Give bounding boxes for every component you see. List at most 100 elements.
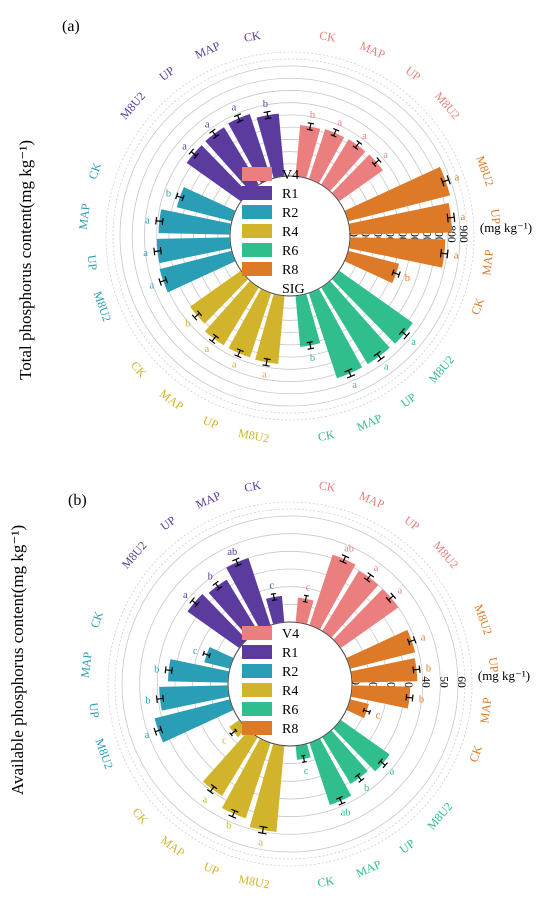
error-bar [338, 797, 343, 804]
category-label: MAP [357, 488, 387, 511]
error-bar-cap [170, 667, 173, 674]
category-label: CK [87, 609, 106, 630]
bar-R8-MAP [351, 685, 411, 709]
bar-R8-CK [344, 250, 400, 284]
error-bar-cap [258, 831, 267, 835]
sig-letter: b [226, 820, 231, 831]
bar-R2-UP [156, 237, 231, 264]
grid-ring [174, 568, 406, 800]
sig-letter: a [203, 794, 208, 805]
category-label: M8U2 [92, 737, 116, 771]
error-bar-cap [196, 310, 203, 317]
error-bar-cap [390, 592, 397, 600]
error-bar [342, 555, 347, 563]
grid-ring [119, 65, 461, 407]
bar-V4-CK [295, 125, 321, 178]
legend-label-V4: V4 [282, 627, 299, 642]
error-bar-cap [206, 789, 214, 795]
error-bar-cap [346, 374, 356, 379]
error-bar-cap [164, 276, 169, 284]
sig-letter: a [352, 380, 357, 391]
category-label: UP [488, 208, 504, 225]
bar-R8-CK [346, 699, 369, 719]
bar-R2-CK [204, 646, 234, 669]
bar-R2-M8U2 [154, 699, 234, 743]
error-bar-cap [367, 572, 375, 578]
unit-label: (mg kg⁻¹) [480, 220, 532, 235]
error-bar [408, 639, 415, 643]
radial-tick-label: 40 [420, 676, 432, 688]
category-label: UP [201, 413, 221, 432]
grid-ring [192, 586, 388, 782]
error-bar [309, 342, 312, 349]
error-bar [236, 114, 241, 122]
bar-R8-UP [349, 202, 453, 235]
error-bar-cap [344, 368, 353, 373]
grid-ring [131, 77, 449, 395]
error-bar-cap [385, 596, 392, 604]
error-bar [304, 595, 307, 602]
error-bar-cap [202, 650, 206, 657]
error-bar [354, 142, 360, 149]
bar-R6-MAP [308, 289, 363, 379]
sig-letter: a [390, 767, 395, 778]
category-label: MAP [355, 411, 385, 434]
error-bar-cap [391, 269, 395, 276]
category-label: M8U2 [430, 538, 461, 571]
error-bar [380, 760, 386, 766]
panel-a-label: (a) [62, 18, 80, 35]
error-bar-cap [398, 328, 405, 336]
category-label: CK [318, 28, 337, 45]
legend-swatch-R4 [242, 224, 272, 238]
category-label: M8U2 [91, 289, 115, 323]
legend-label-R6: R6 [282, 703, 298, 718]
error-bar-cap [307, 122, 315, 125]
error-bar-cap [159, 725, 164, 734]
sig-letter: b [426, 664, 431, 675]
grid-ring-outer [105, 51, 475, 421]
error-bar [447, 216, 455, 219]
category-label: MAP [477, 696, 494, 724]
bar-R4-MAP [204, 281, 259, 346]
error-bar-cap [194, 601, 200, 608]
legend-label-R8: R8 [282, 722, 298, 737]
sig-letter: a [258, 837, 263, 848]
error-bar-cap [339, 560, 347, 565]
panel-b-y-axis-label: Available phosphorus content(mg kg⁻¹) [8, 524, 27, 795]
category-label: M8U2 [473, 154, 497, 188]
legend-label-R2: R2 [282, 206, 298, 221]
sig-letter: a [262, 370, 267, 381]
error-bar-cap [158, 278, 162, 286]
error-bar-cap [306, 128, 313, 131]
bar-R1-M8U2 [186, 145, 248, 202]
legend-swatch-R8 [242, 262, 272, 276]
legend-swatch-R6 [242, 702, 272, 716]
error-bar-cap [263, 357, 271, 361]
error-bar-cap [403, 332, 411, 340]
error-bar-cap [208, 338, 216, 345]
sig-letter: a [461, 212, 466, 223]
bar-R4-M8U2 [255, 294, 285, 364]
error-bar-cap [377, 758, 383, 765]
error-bar-cap [376, 157, 382, 163]
error-bar-cap [373, 350, 381, 357]
error-bar-cap [153, 727, 158, 736]
error-bar-cap [418, 665, 421, 673]
error-bar-cap [159, 247, 162, 255]
sig-letter: a [204, 344, 209, 355]
grid-ring [156, 550, 424, 818]
sig-letter: ab [227, 547, 237, 558]
bar-V4-UP [322, 570, 379, 638]
category-label: CK [316, 873, 335, 890]
error-bar-cap [234, 563, 242, 568]
error-bar-cap [412, 666, 415, 674]
error-bar [440, 252, 448, 255]
legend-label-R2: R2 [282, 665, 298, 680]
sig-letter: c [376, 711, 381, 722]
sig-letter: b [263, 99, 268, 110]
error-bar-cap [234, 354, 242, 359]
sig-letter: b [364, 783, 369, 794]
panel-a-chart: 0100200300400500600700800900(mg kg⁻¹)bCK… [76, 28, 532, 445]
sig-letter: b [405, 273, 410, 284]
